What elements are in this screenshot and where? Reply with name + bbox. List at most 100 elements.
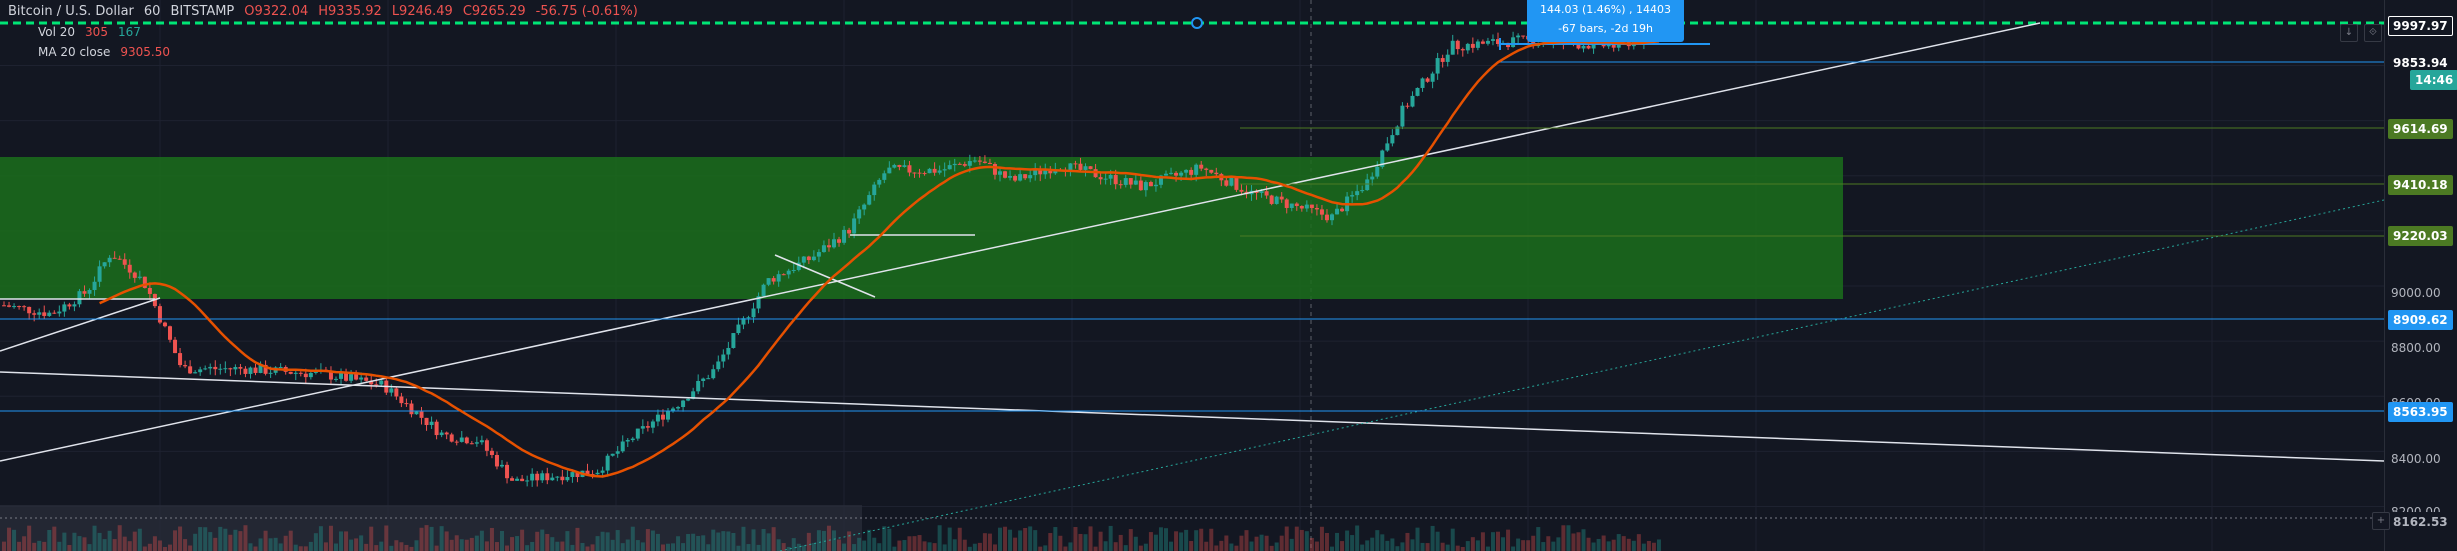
volume-bar bbox=[595, 536, 600, 551]
volume-bar bbox=[278, 543, 283, 551]
candle-body bbox=[1033, 169, 1038, 176]
volume-bar bbox=[434, 545, 439, 551]
candle-body bbox=[1264, 191, 1269, 196]
candle-body bbox=[62, 304, 67, 312]
candle-body bbox=[77, 291, 82, 305]
volume-bar bbox=[1601, 535, 1606, 551]
volume-bar bbox=[575, 527, 580, 551]
maximize-button[interactable]: ⟐ bbox=[2364, 24, 2382, 42]
candle-body bbox=[183, 365, 188, 367]
candle-body bbox=[1304, 204, 1309, 209]
drawings[interactable] bbox=[0, 21, 2385, 551]
volume-bar bbox=[1465, 541, 1470, 551]
candle-body bbox=[1164, 173, 1168, 176]
candle-body bbox=[1158, 175, 1163, 185]
candle-body bbox=[233, 367, 238, 370]
volume-bar bbox=[193, 533, 198, 551]
candle-body bbox=[867, 195, 872, 205]
candle-body bbox=[887, 167, 892, 174]
volume-bar bbox=[1023, 527, 1028, 551]
volume-bar bbox=[479, 530, 484, 551]
volume-bar bbox=[1229, 543, 1234, 551]
candle-body bbox=[489, 450, 494, 455]
volume-bar bbox=[1420, 542, 1425, 551]
volume-bar bbox=[565, 531, 570, 551]
volume-bar bbox=[97, 532, 102, 551]
price-label: 14:46 bbox=[2410, 70, 2457, 90]
volume-bar bbox=[746, 544, 751, 551]
volume-bar bbox=[112, 539, 117, 551]
green-zone[interactable] bbox=[0, 157, 1843, 299]
candle-body bbox=[459, 437, 464, 442]
candle-body bbox=[957, 163, 962, 165]
scroll-down-button[interactable]: ↓ bbox=[2340, 24, 2358, 42]
candle-body bbox=[927, 168, 932, 174]
candle-body bbox=[1365, 179, 1370, 191]
candle-body bbox=[1470, 43, 1475, 48]
candle-body bbox=[852, 218, 857, 234]
volume-bar bbox=[494, 542, 499, 551]
candle-body bbox=[1450, 40, 1455, 55]
volume-bar bbox=[811, 542, 816, 551]
add-button[interactable]: + bbox=[2372, 512, 2390, 530]
candle-body bbox=[1048, 170, 1053, 174]
volume-bar bbox=[374, 545, 379, 551]
volume-bar bbox=[137, 528, 142, 551]
price-label: 8909.62 bbox=[2388, 310, 2453, 330]
chart-buttons: ↓ ⟐ bbox=[2340, 24, 2382, 42]
candle-body bbox=[706, 378, 711, 380]
volume-bar bbox=[600, 531, 605, 551]
volume-bar bbox=[87, 544, 92, 551]
volume-bar bbox=[887, 528, 892, 551]
volume-bar bbox=[1274, 542, 1279, 551]
volume-bar bbox=[464, 539, 469, 551]
candle-body bbox=[349, 374, 354, 381]
volume-bar bbox=[902, 540, 907, 551]
candle-body bbox=[781, 274, 786, 276]
volume-bar bbox=[183, 539, 188, 551]
candle-body bbox=[701, 378, 706, 381]
ma-indicator[interactable]: MA 20 close 9305.50 bbox=[38, 42, 638, 62]
candle-body bbox=[1319, 209, 1324, 215]
volume-bar bbox=[334, 543, 338, 551]
candle-body bbox=[731, 333, 736, 348]
volume-bar bbox=[1646, 540, 1651, 551]
volume-bar bbox=[1470, 537, 1475, 551]
candle-body bbox=[494, 454, 499, 467]
candle-body bbox=[500, 464, 504, 467]
candle-body bbox=[1284, 199, 1289, 208]
candle-body bbox=[263, 364, 268, 374]
candle-body bbox=[288, 371, 293, 374]
volume-bar bbox=[806, 532, 811, 551]
volume-bar bbox=[1370, 537, 1375, 551]
volume-bar bbox=[1289, 538, 1294, 551]
candle-body bbox=[1269, 195, 1274, 204]
volume-bar bbox=[32, 542, 37, 551]
price-label: 9614.69 bbox=[2388, 119, 2453, 139]
candle-body bbox=[741, 318, 746, 325]
symbol-name[interactable]: Bitcoin / U.S. Dollar bbox=[8, 4, 134, 19]
volume-bar bbox=[469, 537, 474, 551]
candle-body bbox=[1214, 172, 1219, 175]
interval[interactable]: 60 bbox=[143, 4, 161, 19]
volume-bar bbox=[1425, 543, 1430, 551]
volume-bar bbox=[77, 536, 82, 551]
volume-bar bbox=[530, 541, 535, 551]
volume-bar bbox=[1324, 532, 1329, 551]
candle-body bbox=[1400, 105, 1405, 127]
anchor-handle[interactable] bbox=[1191, 17, 1203, 29]
candle-body bbox=[178, 353, 183, 366]
candle-body bbox=[676, 407, 681, 409]
measure-line-2: -67 bars, -2d 19h bbox=[1558, 22, 1653, 35]
candle-body bbox=[399, 396, 404, 404]
candle-body bbox=[585, 470, 590, 475]
volume-bar bbox=[1415, 527, 1420, 551]
candle-body bbox=[1174, 172, 1179, 176]
volume-bar bbox=[384, 525, 389, 551]
volume-bar bbox=[1651, 542, 1656, 551]
volume-indicator[interactable]: Vol 20 305 167 bbox=[38, 22, 638, 42]
volume-bar bbox=[1003, 526, 1008, 551]
candle-body bbox=[736, 324, 741, 334]
volume-bar bbox=[107, 530, 112, 551]
